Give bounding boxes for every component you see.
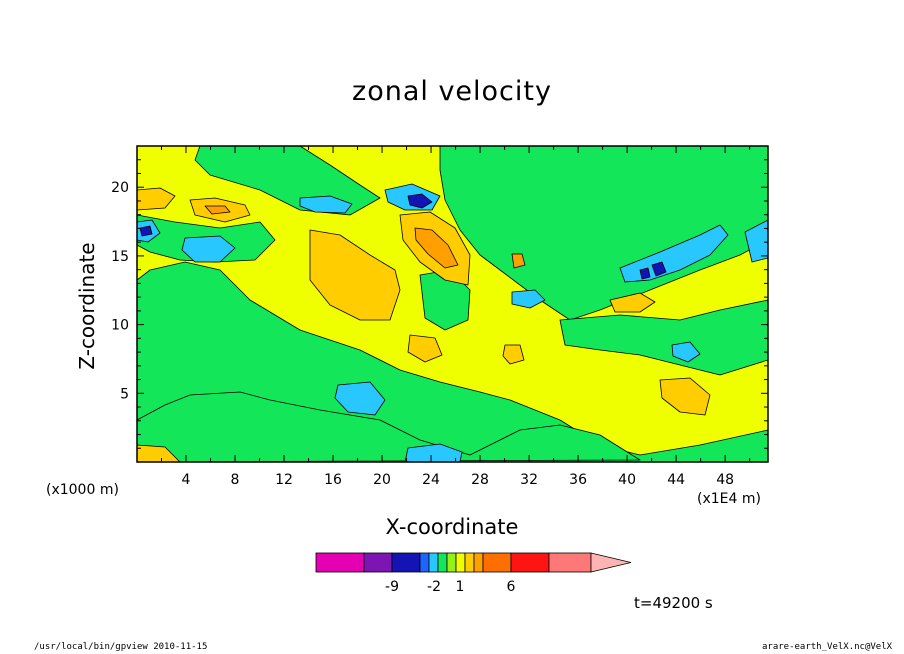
plot-area [137,146,768,462]
y-tick-label: 20 [111,180,129,196]
x-tick-label: 28 [471,472,489,488]
colorbar-swatch [315,552,365,573]
x-tick-label: 4 [182,472,191,488]
region-cyan [744,219,768,263]
x-tick-label: 32 [520,472,538,488]
y-tick-label: 10 [111,318,129,334]
colorbar-swatch [455,552,466,573]
region-dark-orange [511,253,526,269]
x-tick-label: 44 [667,472,685,488]
region-blue [651,261,667,277]
region-blue [639,267,651,280]
colorbar-tick-label: 6 [507,579,516,595]
x-ticks: 4 8 12 16 20 24 28 32 36 40 44 48 [161,146,751,488]
region-orange [309,229,401,321]
x-tick-label: 12 [275,472,293,488]
region-blue [139,225,153,237]
x-tick-label: 20 [373,472,391,488]
region-dark-orange [414,227,459,269]
x-tick-label: 8 [231,472,240,488]
y-ticks: 5 10 15 20 [111,159,768,449]
region-orange [609,292,656,313]
region-cyan [671,341,701,363]
region-cyan [404,443,463,462]
region-green [137,391,641,462]
colorbar-swatch [473,552,484,573]
x-tick-label: 40 [618,472,636,488]
colorbar-swatch [548,552,592,573]
region-cyan [619,224,729,283]
time-label: t=49200 s [634,594,713,612]
colorbar-swatch [464,552,475,573]
colorbar-end-arrow [590,552,632,573]
y-tick-label: 15 [111,249,129,265]
colorbar-tick-label: 1 [456,579,465,595]
region-orange [502,344,525,365]
colorbar-tick-label: -2 [427,579,441,595]
y-tick-label: 5 [120,386,129,402]
region-cyan [299,195,353,214]
region-blue [407,193,433,209]
region-orange [659,377,711,416]
region-cyan [511,289,546,309]
x-tick-label: 48 [716,472,734,488]
region-orange [137,187,176,211]
x-axis-label: X-coordinate [0,515,904,539]
colorbar-swatch [437,552,448,573]
chart-title: zonal velocity [352,76,552,107]
colorbar-swatch [391,552,421,573]
plot-frame [136,145,769,463]
colorbar-swatch [510,552,550,573]
x-axis-label-text: X-coordinate [385,515,519,539]
colorbar-swatch [419,552,430,573]
footer-right: arare-earth_VelX.nc@VelX [762,642,893,652]
region-orange [137,444,181,462]
x-tick-label: 36 [569,472,587,488]
colorbar-swatch [428,552,439,573]
x-tick-label: 24 [422,472,440,488]
region-orange [407,334,443,363]
colorbar-swatch [482,552,512,573]
region-dark-orange [204,205,231,215]
colorbar-swatch [446,552,457,573]
x-tick-label: 16 [324,472,342,488]
colorbar-tick-label: -9 [385,579,399,595]
colorbar: -9 -2 1 6 [315,552,632,595]
region-cyan [334,381,386,416]
x-scale-note: (x1E4 m) [697,491,761,507]
colorbar-swatch [363,552,393,573]
region-green [559,299,768,376]
region-cyan [181,235,236,263]
footer-left: /usr/local/bin/gpview 2010-11-15 [34,642,208,652]
x-unit-note: (x1000 m) [46,482,119,498]
